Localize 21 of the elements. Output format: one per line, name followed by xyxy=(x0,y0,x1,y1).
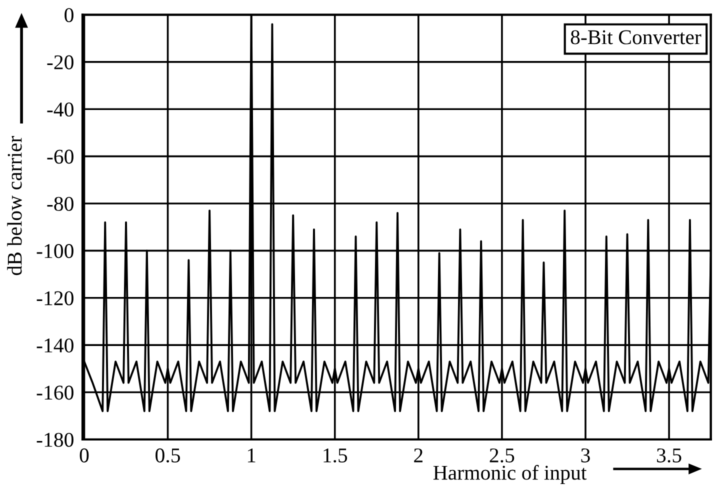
y-tick-label: -40 xyxy=(47,102,74,117)
y-tick-label: -140 xyxy=(36,338,74,352)
x-tick-label: 3 xyxy=(581,448,590,462)
y-tick-label: -180 xyxy=(36,432,74,447)
x-tick-label: 2 xyxy=(414,448,422,462)
y-axis-title: dB below carrier xyxy=(7,136,22,276)
x-tick-label: 1 xyxy=(248,448,256,462)
y-tick-label: 0 xyxy=(64,8,74,22)
y-tick-label: -80 xyxy=(47,196,74,211)
x-tick-label: 0.5 xyxy=(156,448,180,463)
x-tick-label: 0 xyxy=(80,448,89,462)
x-tick-label: 1.5 xyxy=(324,448,348,463)
x-tick-label: 3.5 xyxy=(657,448,682,463)
y-tick-label: -120 xyxy=(36,291,74,306)
annotation: 8-Bit Converter xyxy=(570,30,702,44)
x-tick-label: 2.5 xyxy=(490,448,514,463)
y-tick-label: -100 xyxy=(36,244,74,258)
y-tick-label: -160 xyxy=(36,386,74,400)
x-axis-title: Harmonic of input xyxy=(433,464,587,484)
y-tick-label: -60 xyxy=(47,150,74,164)
y-tick-label: -20 xyxy=(47,55,74,70)
